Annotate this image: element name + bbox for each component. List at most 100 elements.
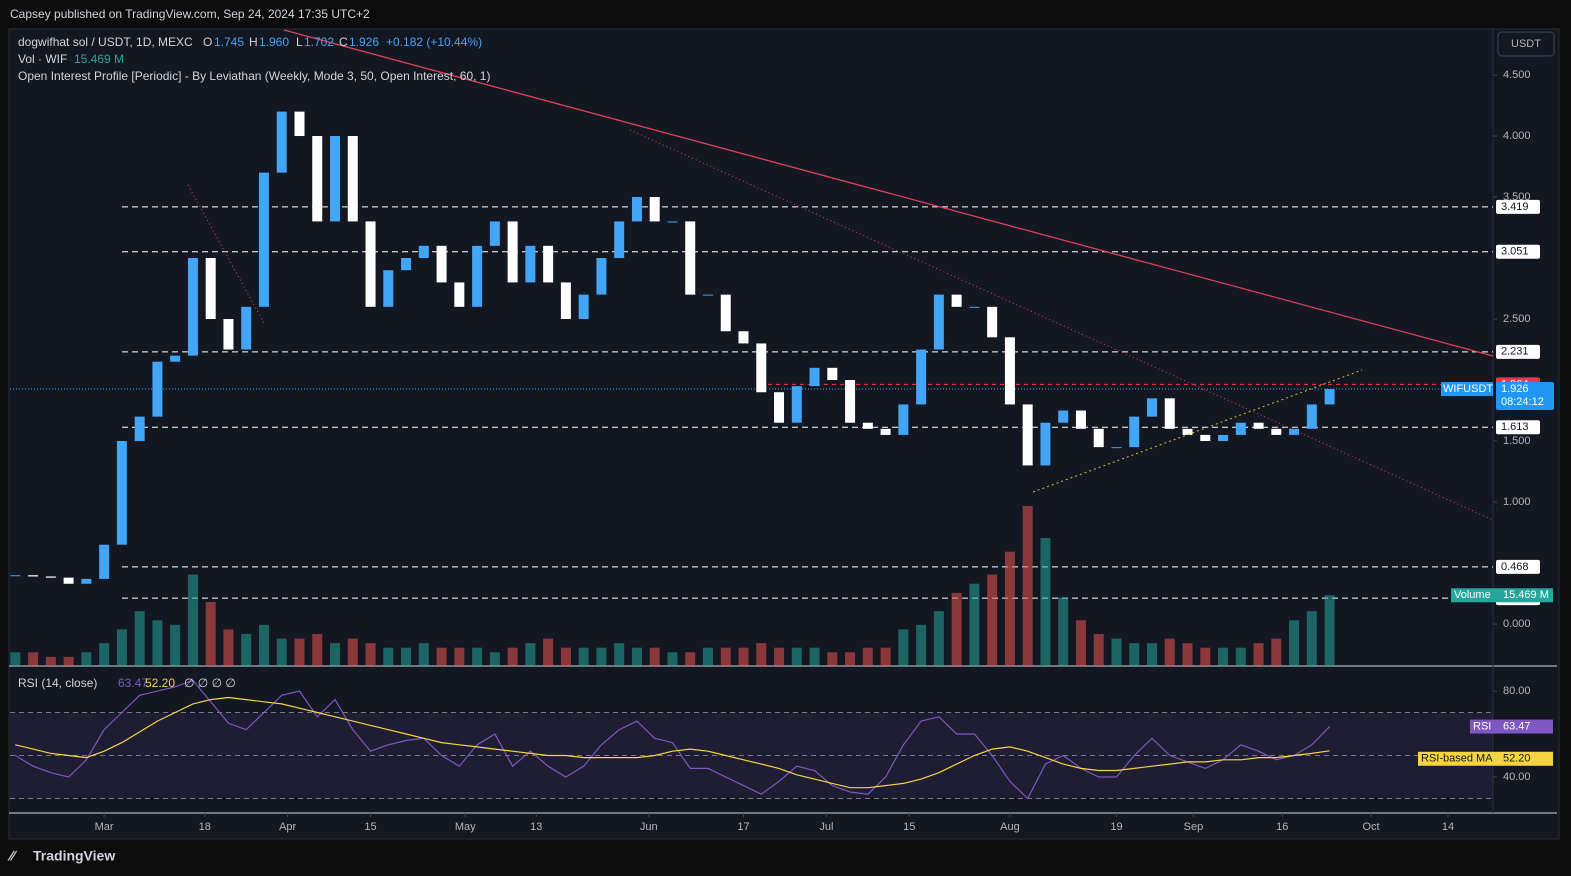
candle: [809, 367, 820, 387]
volume-bar: [1218, 647, 1229, 666]
candle: [1164, 398, 1175, 429]
candle: [489, 221, 500, 246]
candle: [1271, 428, 1282, 435]
candle: [401, 258, 412, 271]
volume-bar: [436, 647, 447, 666]
level-tag: [1496, 344, 1540, 359]
rsi-ma-tag-label: RSI-based MA: [1421, 753, 1493, 765]
volume-bar: [1040, 538, 1051, 666]
h-value: 1.960: [259, 35, 289, 49]
candle: [1235, 422, 1246, 435]
candle: [1253, 422, 1264, 429]
volume-bar: [756, 643, 767, 666]
volume-bar: [845, 652, 856, 666]
y-tick-label: 1.500: [1503, 435, 1531, 447]
candle: [276, 111, 287, 173]
volume-bar: [827, 652, 838, 666]
x-tick-label: 13: [530, 821, 542, 833]
volume-bar: [276, 638, 287, 666]
volume-bar: [152, 620, 163, 666]
volume-bar: [649, 647, 660, 666]
x-tick-label: Apr: [279, 821, 296, 833]
vol-value: 15.469 M: [74, 52, 124, 66]
c-label: C: [339, 35, 348, 49]
x-tick-label: 16: [1276, 821, 1288, 833]
candle: [720, 294, 731, 332]
volume-bar: [45, 656, 56, 666]
candle: [969, 306, 980, 308]
candle: [187, 258, 198, 356]
level-label: 3.051: [1501, 246, 1529, 258]
volume-bar: [223, 629, 234, 666]
candle: [383, 270, 394, 307]
candle: [543, 245, 554, 283]
y-tick-label: 0.000: [1503, 618, 1531, 630]
candle: [312, 136, 323, 222]
volume-bar: [880, 647, 891, 666]
currency-button[interactable]: [1497, 31, 1555, 57]
candle: [827, 367, 838, 381]
volume-bar: [560, 647, 571, 666]
x-tick-label: 15: [364, 821, 376, 833]
volume-bar: [134, 611, 145, 666]
volume-tag-label: Volume: [1454, 589, 1491, 601]
rsi-ma-tag-value: 52.20: [1503, 753, 1531, 765]
candle: [223, 319, 234, 350]
candle: [862, 422, 873, 429]
volume-bar: [969, 583, 980, 666]
volume-bar: [1004, 551, 1015, 666]
y-tick-label: 4.500: [1503, 69, 1531, 81]
volume-bar: [1306, 611, 1317, 666]
candle: [1289, 428, 1300, 435]
x-tick-label: 14: [1442, 821, 1454, 833]
rsi-label: RSI (14, close): [18, 676, 97, 690]
candle: [1093, 428, 1104, 448]
rsi-value: 63.47: [118, 676, 148, 690]
footer-logo: TradingView: [33, 848, 115, 864]
candle: [702, 294, 713, 296]
level-tag: [1496, 199, 1540, 214]
volume-bar: [738, 647, 749, 666]
o-label: O: [203, 35, 212, 49]
symbol: dogwifhat sol / USDT, 1D, MEXC: [18, 35, 193, 49]
candle: [241, 306, 252, 350]
volume-bar: [667, 652, 678, 666]
x-tick-label: Jun: [640, 821, 658, 833]
o-value: 1.745: [214, 35, 244, 49]
volume-bar: [81, 652, 92, 666]
candle: [1022, 404, 1033, 466]
volume-bar: [330, 643, 341, 666]
candle: [845, 380, 856, 423]
candle: [116, 441, 127, 545]
volume-bar: [1235, 647, 1246, 666]
candle: [1129, 416, 1140, 448]
volume-bar: [507, 647, 518, 666]
volume-bar: [774, 647, 785, 666]
candle: [1200, 434, 1211, 442]
volume-bar: [631, 647, 642, 666]
rsi-tag: [1470, 719, 1553, 734]
candle: [649, 197, 660, 222]
footer-icon: ⁄⁄: [7, 848, 17, 864]
candle: [525, 245, 536, 283]
candle: [418, 245, 429, 259]
candle: [99, 544, 110, 579]
candle: [436, 245, 447, 283]
candle: [1075, 410, 1086, 429]
volume-bar: [1111, 638, 1122, 666]
candle: [1111, 447, 1122, 449]
volume-bar: [383, 647, 394, 666]
candle: [45, 576, 56, 578]
candle: [28, 575, 39, 577]
volume-bar: [1093, 634, 1104, 666]
candle: [1058, 410, 1069, 423]
candle: [596, 258, 607, 295]
volume-bar: [489, 652, 500, 666]
volume-bar: [170, 624, 181, 666]
candle: [791, 386, 802, 423]
candle: [898, 404, 909, 435]
volume-bar: [596, 647, 607, 666]
level-label: 1.613: [1501, 421, 1529, 433]
volume-bar: [312, 634, 323, 666]
